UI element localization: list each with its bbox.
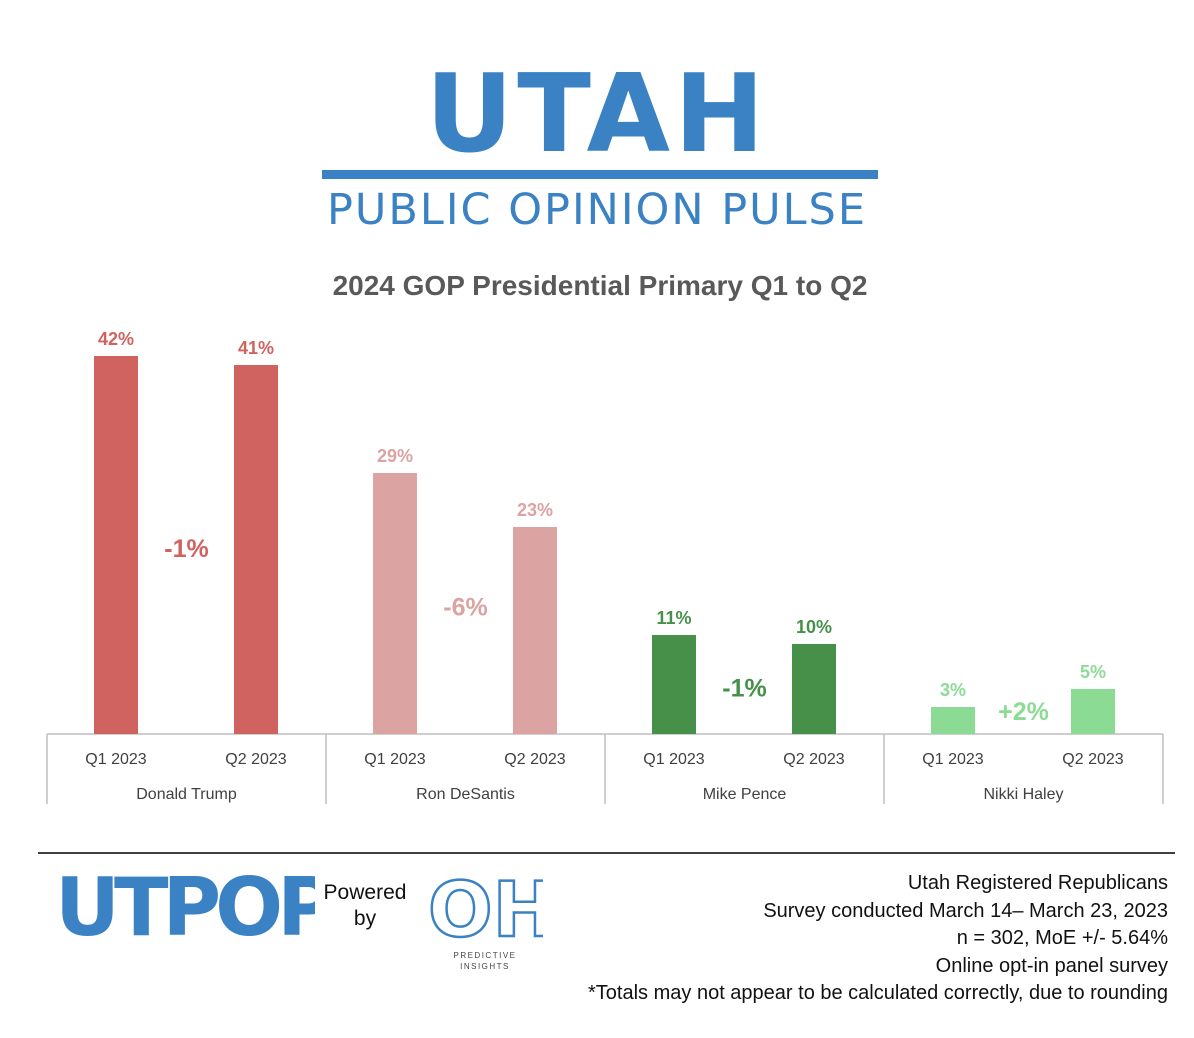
data-label: 42%	[98, 329, 134, 349]
by-line: by	[353, 907, 377, 930]
chart-title: 2024 GOP Presidential Primary Q1 to Q2	[332, 270, 868, 301]
powered-by-text: Powered by	[320, 880, 410, 932]
x-tick-label: Q2 2023	[225, 751, 286, 768]
change-label: -1%	[722, 675, 766, 703]
bar-chart: 42% Q1 2023 41% Q2 2023 Donald Trump -1% 29% Q1…	[46, 329, 1164, 804]
note-line: *Totals may not appear to be calculated …	[588, 982, 1168, 1004]
x-tick-label: Q1 2023	[643, 751, 704, 768]
change-label: +2%	[998, 698, 1049, 726]
predictive-insights-logo: OH	[428, 870, 543, 942]
candidate-label: Ron DeSantis	[416, 786, 515, 803]
candidate-label: Donald Trump	[136, 786, 237, 803]
data-label: 29%	[377, 446, 413, 466]
x-tick-label: Q2 2023	[1062, 751, 1123, 768]
bar	[373, 473, 417, 734]
data-label: 11%	[656, 608, 691, 628]
x-tick-label: Q1 2023	[364, 751, 425, 768]
note-line: Utah Registered Republicans	[907, 872, 1168, 894]
utpop-logo-text: UTPOP	[55, 865, 315, 945]
bar	[513, 527, 557, 734]
data-label: 41%	[238, 338, 274, 358]
data-label: 3%	[940, 680, 966, 700]
bar	[792, 644, 836, 734]
candidate-label: Nikki Haley	[983, 786, 1063, 803]
x-tick-label: Q2 2023	[783, 751, 844, 768]
data-label: 5%	[1080, 662, 1106, 682]
note-line: Survey conducted March 14– March 23, 202…	[763, 899, 1168, 922]
brand-tagline: PUBLIC OPINION PULSE	[326, 185, 868, 235]
bar	[234, 365, 278, 734]
predictive-insights-caption: PREDICTIVE INSIGHTS	[430, 950, 540, 972]
bar	[652, 635, 696, 734]
brand-title: UTAH	[425, 52, 769, 177]
survey-notes: Utah Registered Republicans Survey condu…	[588, 870, 1168, 1008]
caption-line: INSIGHTS	[460, 962, 510, 971]
x-tick-label: Q1 2023	[922, 751, 983, 768]
bar	[1071, 689, 1115, 734]
x-tick-label: Q1 2023	[85, 751, 146, 768]
note-line: n = 302, MoE +/- 5.64%	[956, 927, 1168, 949]
candidate-label: Mike Pence	[703, 786, 787, 803]
change-label: -1%	[164, 535, 208, 563]
utpop-logo: UTPOP	[55, 865, 315, 945]
change-label: -6%	[443, 594, 487, 622]
x-tick-label: Q2 2023	[504, 751, 565, 768]
footer-divider	[38, 852, 1175, 854]
data-label: 10%	[796, 617, 832, 637]
caption-line: PREDICTIVE	[453, 951, 517, 960]
powered-line: Powered	[323, 881, 407, 904]
bar	[94, 356, 138, 734]
data-label: 23%	[517, 500, 553, 520]
bar	[931, 707, 975, 734]
brand-divider	[322, 170, 878, 179]
oh-logo-text: OH	[428, 870, 543, 942]
note-line: Online opt-in panel survey	[935, 954, 1168, 977]
